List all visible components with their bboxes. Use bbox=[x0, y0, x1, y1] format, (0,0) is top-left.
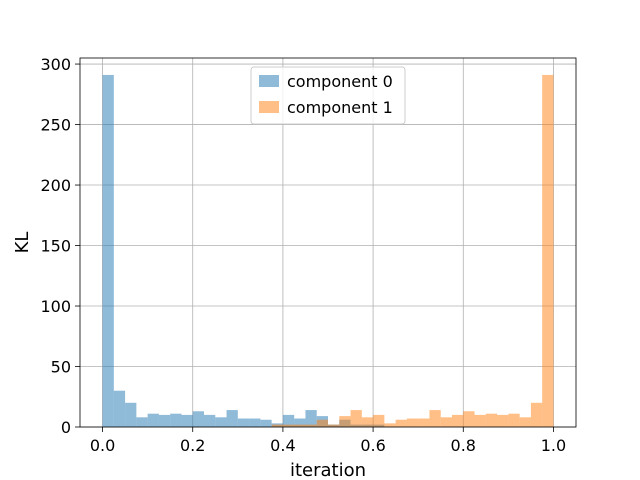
x-tick-label: 0.4 bbox=[270, 436, 295, 455]
x-axis-label: iteration bbox=[290, 460, 366, 480]
y-axis-ticks: 0 50 100 150 200 250 300 bbox=[40, 55, 80, 437]
bar-component-0-bin-2 bbox=[125, 402, 137, 427]
legend-box bbox=[250, 66, 406, 125]
x-tick-label: 0.8 bbox=[451, 436, 476, 455]
bar-component-0-bin-12 bbox=[237, 418, 250, 427]
bar-component-1-bin-32 bbox=[463, 411, 475, 427]
x-tick-label: 0.6 bbox=[360, 436, 385, 455]
legend-label: component 0 bbox=[287, 72, 393, 91]
bar-component-0-bin-3 bbox=[136, 417, 148, 427]
bar-component-1-bin-16 bbox=[282, 424, 295, 427]
legend: component 0 component 1 bbox=[250, 66, 406, 125]
y-tick-label: 0 bbox=[61, 418, 71, 437]
bar-component-0-bin-11 bbox=[226, 410, 238, 427]
y-tick-label: 100 bbox=[40, 297, 71, 316]
bar-component-1-bin-38 bbox=[530, 402, 543, 427]
histogram-bars bbox=[102, 74, 554, 427]
bar-component-1-bin-18 bbox=[305, 424, 317, 427]
bar-component-1-bin-30 bbox=[440, 417, 452, 427]
bar-component-1-bin-24 bbox=[373, 414, 385, 427]
bar-component-0-bin-18 bbox=[305, 410, 317, 427]
legend-swatch bbox=[259, 101, 279, 113]
bar-component-1-bin-20 bbox=[328, 424, 340, 427]
y-tick-label: 300 bbox=[40, 55, 71, 74]
bar-component-1-bin-28 bbox=[418, 418, 430, 427]
bar-component-1-bin-37 bbox=[519, 417, 531, 427]
bar-component-1-bin-25 bbox=[384, 423, 396, 427]
bar-component-0-bin-17 bbox=[294, 418, 306, 427]
bar-component-1-bin-34 bbox=[485, 413, 498, 427]
bar-component-0-bin-10 bbox=[215, 417, 227, 427]
y-tick-label: 200 bbox=[40, 176, 71, 195]
bar-component-1-bin-15 bbox=[271, 424, 283, 427]
y-axis-label: KL bbox=[12, 232, 33, 254]
y-tick-label: 50 bbox=[51, 358, 71, 377]
bar-component-1-bin-35 bbox=[497, 414, 509, 427]
y-tick-label: 250 bbox=[40, 116, 71, 135]
bar-component-0-bin-6 bbox=[170, 413, 182, 427]
x-tick-label: 1.0 bbox=[541, 436, 566, 455]
x-tick-label: 0.2 bbox=[180, 436, 205, 455]
bar-component-1-bin-29 bbox=[429, 410, 441, 427]
x-axis-ticks: 0.0 0.2 0.4 0.6 0.8 1.0 bbox=[90, 427, 566, 455]
bar-component-0-bin-16 bbox=[282, 414, 295, 427]
legend-label: component 1 bbox=[287, 98, 393, 117]
bar-component-1-bin-39 bbox=[542, 74, 554, 427]
bar-component-0-bin-9 bbox=[204, 414, 216, 427]
bar-component-1-bin-31 bbox=[452, 414, 464, 427]
bar-component-1-bin-36 bbox=[508, 413, 520, 427]
bar-component-1-bin-33 bbox=[474, 414, 486, 427]
bar-component-1-bin-19 bbox=[316, 419, 328, 427]
bar-component-0-bin-5 bbox=[158, 414, 171, 427]
bar-component-0-bin-0 bbox=[102, 74, 114, 427]
bar-component-0-bin-4 bbox=[147, 413, 159, 427]
y-tick-label: 150 bbox=[40, 237, 71, 256]
bar-component-0-bin-7 bbox=[181, 414, 193, 427]
bar-component-1-bin-27 bbox=[406, 418, 419, 427]
bar-component-1-bin-23 bbox=[361, 417, 374, 427]
x-tick-label: 0.0 bbox=[90, 436, 115, 455]
bar-component-1-bin-22 bbox=[350, 410, 362, 427]
bar-component-0-bin-8 bbox=[192, 411, 204, 427]
bar-component-0-bin-14 bbox=[260, 419, 272, 427]
bar-component-1-bin-21 bbox=[339, 416, 351, 427]
bar-component-0-bin-1 bbox=[113, 390, 126, 427]
bar-component-0-bin-13 bbox=[249, 418, 261, 427]
bar-component-1-bin-17 bbox=[294, 424, 306, 427]
plot-frame bbox=[79, 57, 577, 428]
bar-component-1-bin-26 bbox=[395, 419, 407, 427]
legend-swatch bbox=[259, 75, 279, 87]
